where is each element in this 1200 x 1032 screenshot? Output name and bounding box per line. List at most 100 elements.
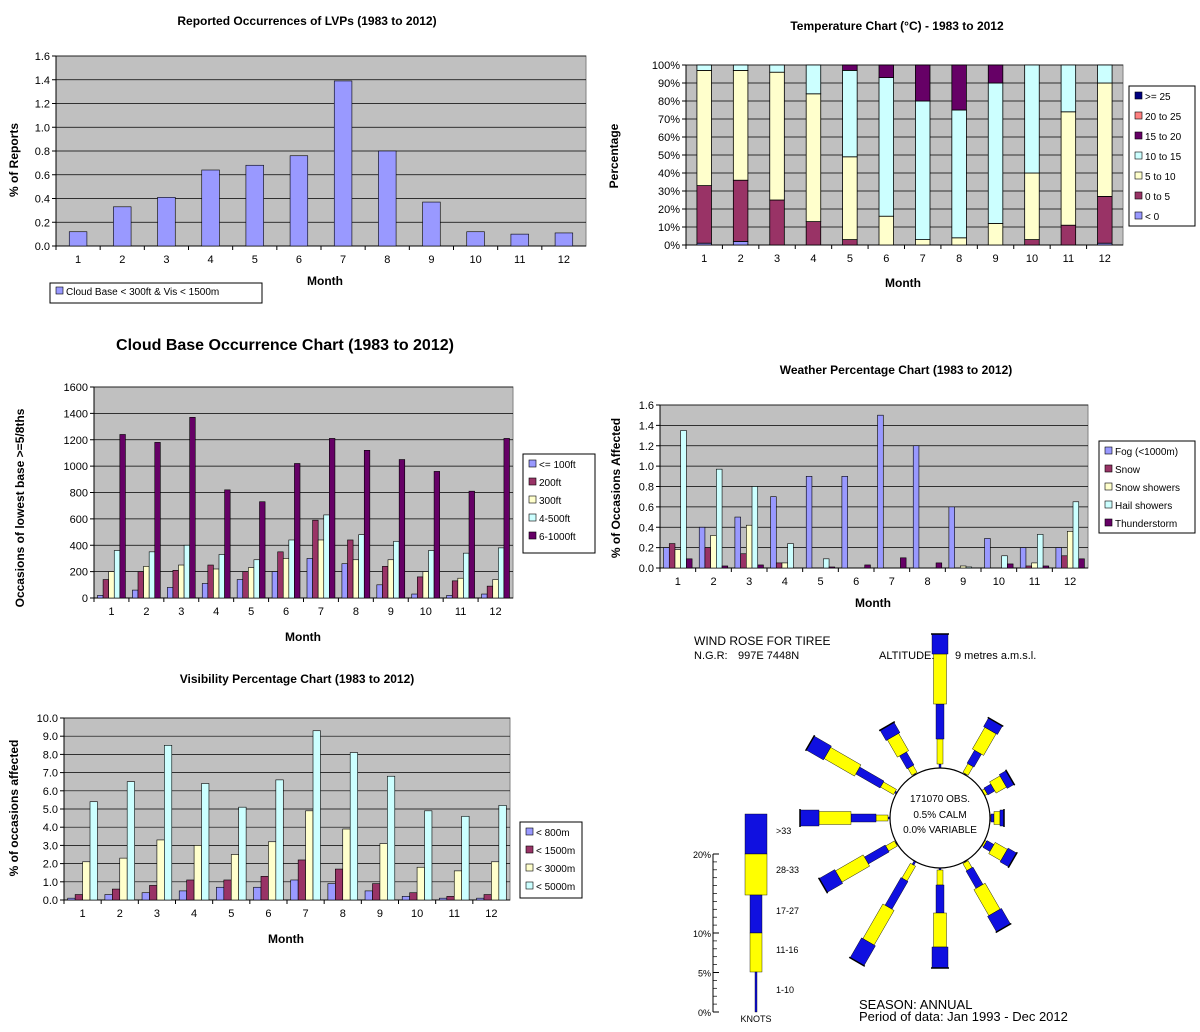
visibility-bar xyxy=(335,868,344,901)
windrose-arm xyxy=(817,840,898,894)
windrose-segment xyxy=(799,809,820,827)
temperature-bar xyxy=(842,239,858,246)
windrose-ngr: 997E 7448N xyxy=(738,650,799,662)
weather-x-tick-label: 10 xyxy=(993,576,1005,588)
windrose-key-segment xyxy=(744,813,768,855)
lvp-bar xyxy=(378,150,397,247)
visibility-bar xyxy=(164,745,173,901)
weather-bar xyxy=(984,538,991,569)
visibility-bar xyxy=(238,806,247,901)
cloud-bar xyxy=(358,534,365,599)
visibility-y-tick-label: 7.0 xyxy=(43,768,58,780)
cloud-x-tick-label: 12 xyxy=(489,606,501,618)
weather-bar xyxy=(1001,555,1008,569)
weather-bar xyxy=(740,553,747,569)
weather-bar xyxy=(948,506,955,569)
weather-bar xyxy=(751,486,759,569)
cloud-bar xyxy=(143,566,150,599)
visibility-legend-label: < 800m xyxy=(536,828,570,839)
cloud-bar xyxy=(446,595,453,599)
temperature-bar xyxy=(769,71,785,201)
cloud-bar xyxy=(411,593,418,599)
weather-x-tick-label: 6 xyxy=(853,576,859,588)
cloud-bar xyxy=(398,459,406,599)
temperature-bar xyxy=(732,240,749,246)
windrose-segment xyxy=(936,738,944,765)
visibility-bar xyxy=(364,890,373,901)
windrose-arm xyxy=(962,860,1012,934)
weather-bar xyxy=(1055,547,1062,569)
cloud-bar xyxy=(218,554,225,599)
temperature-bar xyxy=(1097,195,1113,244)
windrose-segment xyxy=(835,854,870,883)
weather-chart: Weather Percentage Chart (1983 to 2012) … xyxy=(609,363,1196,610)
weather-y-tick-label: 0.2 xyxy=(639,543,654,555)
temperature-x-tick-label: 4 xyxy=(810,253,816,265)
windrose-arm-cap xyxy=(804,734,816,752)
windrose-arm xyxy=(848,860,917,967)
windrose-arms xyxy=(799,633,1018,969)
windrose-panel: WIND ROSE FOR TIREE N.G.R: 997E 7448N AL… xyxy=(600,620,1200,1032)
temperature-bar xyxy=(987,222,1004,246)
weather-bar xyxy=(805,476,813,569)
weather-legend: Fog (<1000m) Snow Snow showers Hail showers… xyxy=(1098,440,1196,534)
temperature-bar xyxy=(1097,82,1113,197)
windrose-arm xyxy=(981,840,1018,869)
weather-legend-label: Thunderstorm xyxy=(1115,519,1177,530)
weather-x-tick-label: 11 xyxy=(1029,576,1040,588)
weather-bar xyxy=(686,558,693,569)
lvp-y-tick-label: 1.6 xyxy=(35,51,50,63)
weather-legend-swatch xyxy=(1104,482,1113,491)
visibility-bar xyxy=(416,866,425,901)
windrose-center-circle xyxy=(889,767,991,869)
cloud-x-tick-label: 6 xyxy=(283,606,289,618)
temperature-y-tick-label: 80% xyxy=(658,96,680,108)
visibility-bar xyxy=(89,801,98,901)
cloud-chart-title: Cloud Base Occurrence Chart (1983 to 201… xyxy=(116,337,454,354)
temperature-bar xyxy=(1024,172,1040,240)
lvp-bar xyxy=(68,231,88,247)
weather-legend-label: Hail showers xyxy=(1115,501,1172,512)
windrose-segment xyxy=(880,781,897,795)
visibility-bar xyxy=(260,876,269,901)
visibility-bar xyxy=(67,897,76,901)
weather-x-label: Month xyxy=(855,596,891,610)
cloud-bar xyxy=(236,579,244,599)
visibility-y-tick-label: 4.0 xyxy=(43,822,58,834)
cloud-bar xyxy=(387,559,394,599)
lvp-plot: 0.00.20.40.60.81.01.21.41.61 2 3 4 5 6 7 8 9 10 11… xyxy=(35,51,587,266)
visibility-y-tick-label: 10.0 xyxy=(37,713,58,725)
visibility-bar xyxy=(424,810,433,901)
visibility-y-tick-label: 3.0 xyxy=(43,840,58,852)
lvp-y-tick-label: 0.2 xyxy=(35,217,50,229)
temperature-bar xyxy=(878,64,894,78)
windrose-segment xyxy=(973,882,1001,916)
lvp-chart: Reported Occurrences of LVPs (1983 to 20… xyxy=(7,14,587,304)
temperature-y-tick-label: 60% xyxy=(658,132,680,144)
temperature-bar xyxy=(951,64,967,111)
weather-legend-box xyxy=(1098,440,1196,534)
visibility-legend-swatch xyxy=(525,827,534,836)
visibility-x-tick-label: 12 xyxy=(485,908,497,920)
windrose-arm-cap xyxy=(1004,769,1016,786)
cloud-bar xyxy=(341,563,348,599)
visibility-x-tick-label: 11 xyxy=(449,908,460,920)
temperature-bar xyxy=(842,156,858,241)
visibility-bar xyxy=(342,828,351,901)
cloud-bar xyxy=(363,450,371,599)
cloud-legend-label: <= 100ft xyxy=(539,460,576,471)
visibility-x-tick-label: 2 xyxy=(117,908,123,920)
windrose-key-speed-label: 11-16 xyxy=(776,945,798,955)
temperature-bar xyxy=(805,64,822,95)
visibility-bar xyxy=(498,805,507,901)
temperature-legend-label: 10 to 15 xyxy=(1145,152,1182,163)
windrose-segment xyxy=(936,869,944,886)
cloud-bar xyxy=(503,438,510,599)
lvp-x-tick-label: 7 xyxy=(340,254,346,266)
weather-x-tick-label: 3 xyxy=(746,576,752,588)
temperature-legend-label: 20 to 25 xyxy=(1145,112,1182,123)
cloud-x-tick-label: 9 xyxy=(388,606,394,618)
visibility-x-tick-label: 10 xyxy=(411,908,423,920)
weather-bar xyxy=(841,476,848,569)
weather-bar xyxy=(900,557,907,569)
